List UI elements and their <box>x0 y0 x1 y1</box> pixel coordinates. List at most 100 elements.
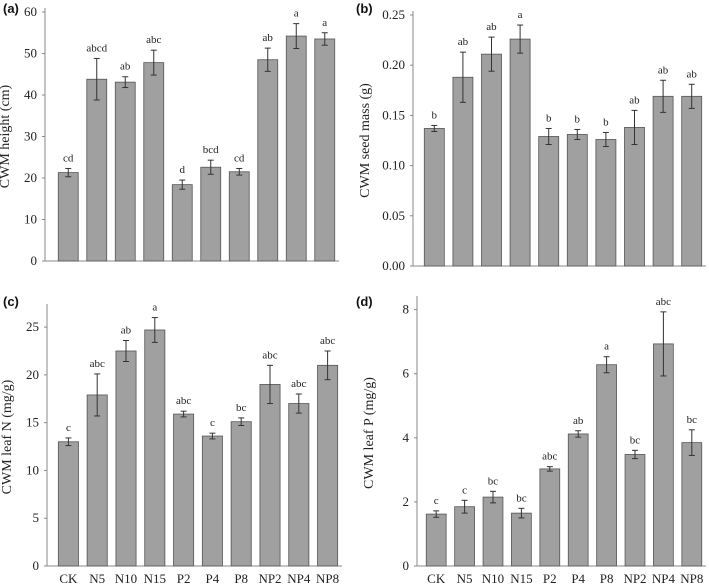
x-tick-label: NP8 <box>316 571 339 585</box>
panel-label: (b) <box>356 1 373 16</box>
significance-letter: c <box>462 484 467 496</box>
x-tick-label: N10 <box>115 571 137 585</box>
x-tick-label: N5 <box>457 571 473 585</box>
x-tick-label: NP2 <box>258 571 281 585</box>
x-tick-label: N5 <box>89 571 105 585</box>
y-tick-label: 0.25 <box>382 7 405 22</box>
y-tick-label: 50 <box>24 46 37 61</box>
bar-P4 <box>566 134 588 267</box>
bar-NP2 <box>624 127 645 267</box>
y-tick-label: 0.00 <box>382 258 405 273</box>
significance-letter: bc <box>236 402 247 414</box>
y-tick-label: 8 <box>403 302 410 317</box>
y-tick-label: 6 <box>403 366 410 381</box>
x-tick-label: CK <box>59 571 78 585</box>
significance-letter: bc <box>687 414 698 426</box>
x-tick-label: NP8 <box>680 571 703 585</box>
bar-NP2 <box>624 454 646 567</box>
bar-CK <box>423 128 445 267</box>
bar-N15 <box>144 329 166 567</box>
significance-letter: a <box>518 9 523 21</box>
significance-letter: bc <box>488 475 499 487</box>
y-tick-label: 5 <box>33 510 40 525</box>
bar-P8 <box>230 421 252 567</box>
significance-letter: cd <box>234 152 245 164</box>
significance-letter: c <box>210 417 215 429</box>
x-tick-label: P8 <box>234 571 248 585</box>
bar-N10 <box>115 350 137 567</box>
y-axis-label: CWM leaf P (mg/g) <box>362 377 377 489</box>
bar-NP4 <box>653 343 674 567</box>
bar-P4 <box>200 166 222 262</box>
bar-N5 <box>86 78 108 262</box>
y-tick-label: 30 <box>24 129 37 144</box>
bar-CK <box>425 513 447 567</box>
significance-letter: c <box>66 422 71 434</box>
chart-panel-b: (b) 0.00 0.05 0.10 0.15 0.20 0.25 CWM seed mass… <box>356 1 706 273</box>
bar-NP4 <box>285 35 307 262</box>
bar-NP4 <box>652 95 674 267</box>
x-tick-label: CK <box>427 571 446 585</box>
significance-letter: a <box>322 17 327 29</box>
significance-letter: c <box>434 495 439 507</box>
x-tick-label: P4 <box>206 571 220 585</box>
y-tick-label: 0 <box>33 558 40 573</box>
y-tick-label: 20 <box>26 367 39 382</box>
bar-N15 <box>511 512 532 567</box>
bar-N15 <box>509 38 531 267</box>
y-tick-label: 0 <box>403 558 410 573</box>
bar-NP4 <box>288 403 310 567</box>
significance-letter: bcd <box>203 144 219 156</box>
bar-NP8 <box>681 95 703 267</box>
significance-letter: b <box>575 113 581 125</box>
significance-letter: d <box>180 164 186 176</box>
bar-N10 <box>114 81 136 262</box>
bar-P2 <box>539 468 561 567</box>
significance-letter: bc <box>630 434 641 446</box>
significance-letter: a <box>604 341 609 353</box>
significance-letter: bc <box>516 492 527 504</box>
bar-N5 <box>454 506 475 567</box>
bar-P2 <box>173 413 195 567</box>
significance-letter: ab <box>263 32 274 44</box>
x-tick-label: NP2 <box>623 571 646 585</box>
x-tick-label: P8 <box>600 571 614 585</box>
significance-letter: ab <box>573 415 584 427</box>
y-tick-label: 0.15 <box>382 107 405 122</box>
y-axis-label: CWM seed mass (g) <box>358 83 373 198</box>
significance-letter: a <box>152 302 157 314</box>
y-tick-label: 2 <box>403 494 410 509</box>
y-tick-label: 4 <box>403 430 410 445</box>
bar-P4 <box>201 435 223 567</box>
y-tick-label: 10 <box>24 212 37 227</box>
bar-P8 <box>595 139 617 267</box>
y-tick-label: 10 <box>26 462 39 477</box>
significance-letter: cd <box>63 152 74 164</box>
chart-panel-d: (d) 0 2 4 6 8 CWM leaf P (mg/g) c CK c N5 bc N10 bc N1… <box>356 294 706 585</box>
bar-NP2 <box>259 384 281 567</box>
y-tick-label: 15 <box>26 415 39 430</box>
significance-letter: abc <box>146 34 161 46</box>
bar-N10 <box>482 496 504 567</box>
significance-letter: ab <box>121 324 132 336</box>
significance-letter: ab <box>120 61 131 73</box>
bar-P8 <box>596 364 617 567</box>
significance-letter: abc <box>320 335 335 347</box>
significance-letter: ab <box>687 68 698 80</box>
significance-letter: abcd <box>86 42 107 54</box>
x-tick-label: NP4 <box>652 571 676 585</box>
significance-letter: ab <box>458 36 469 48</box>
bar-NP8 <box>314 38 336 262</box>
y-tick-label: 25 <box>26 319 39 334</box>
x-tick-label: NP4 <box>287 571 311 585</box>
bar-NP8 <box>317 364 339 567</box>
x-tick-label: N10 <box>482 571 504 585</box>
significance-letter: abc <box>262 349 277 361</box>
bar-P2 <box>171 184 193 262</box>
significance-letter: abc <box>542 451 557 463</box>
significance-letter: abc <box>291 378 306 390</box>
significance-letter: abc <box>176 395 191 407</box>
panel-label: (d) <box>356 294 373 309</box>
bar-NP8 <box>681 442 703 567</box>
